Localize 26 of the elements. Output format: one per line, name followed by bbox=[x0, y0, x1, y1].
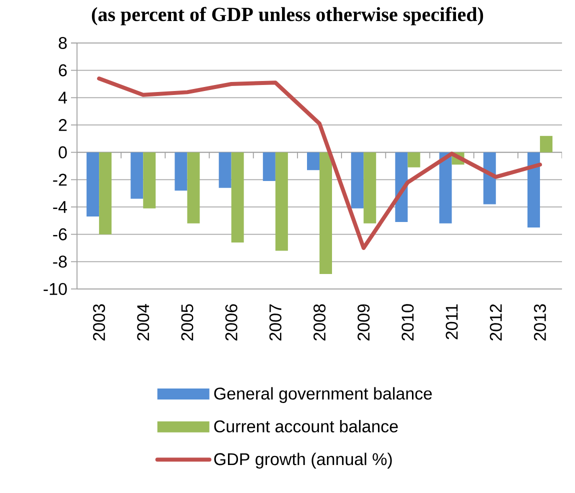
legend-label: Current account balance bbox=[214, 420, 398, 432]
y-tick-label: 4 bbox=[58, 92, 67, 104]
x-tick-label: 2011 bbox=[446, 304, 458, 340]
x-tick-label: 2003 bbox=[93, 304, 106, 340]
chart-title: (as percent of GDP unless otherwise specified) bbox=[92, 6, 484, 26]
x-tick-label: 2005 bbox=[181, 304, 194, 340]
legend-label: General government balance bbox=[214, 387, 432, 403]
x-tick-label: 2010 bbox=[402, 304, 414, 340]
x-tick-label: 2006 bbox=[225, 304, 238, 340]
y-tick-label: 2 bbox=[58, 119, 67, 131]
x-tick-label: 2012 bbox=[490, 304, 502, 340]
y-tick-label: 0 bbox=[58, 146, 67, 158]
y-tick-label: -10 bbox=[44, 282, 67, 296]
x-tick-label: 2009 bbox=[358, 304, 370, 340]
x-tick-label: 2013 bbox=[534, 304, 546, 340]
y-tick-label: -8 bbox=[53, 256, 67, 268]
y-tick-label: -6 bbox=[53, 228, 67, 240]
legend-label: GDP growth (annual %) bbox=[214, 452, 392, 469]
y-tick-label: 6 bbox=[58, 64, 67, 76]
x-tick-label: 2008 bbox=[313, 304, 326, 340]
line-series bbox=[97, 76, 542, 250]
x-tick-label: 2007 bbox=[269, 304, 282, 340]
x-tick-label: 2004 bbox=[137, 304, 150, 340]
y-tick-label: -4 bbox=[53, 201, 67, 213]
y-tick-label: -2 bbox=[53, 174, 67, 186]
y-tick-label: 8 bbox=[58, 36, 67, 50]
